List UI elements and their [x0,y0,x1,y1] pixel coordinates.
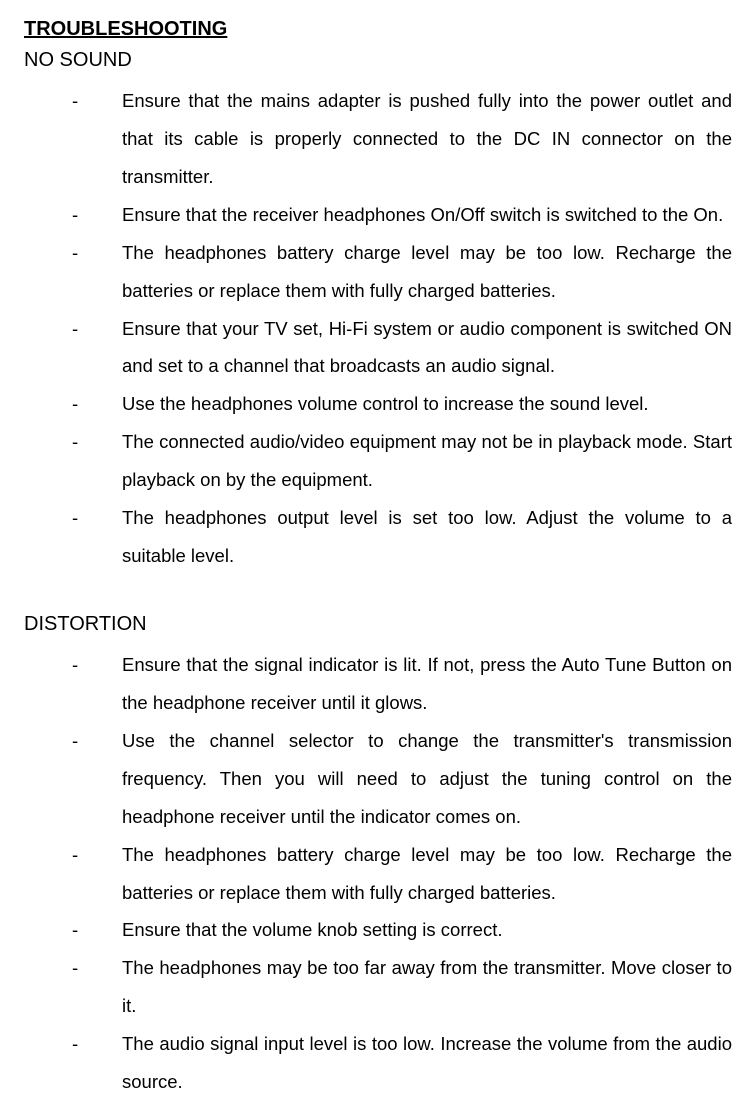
list-item: - The headphones battery charge level ma… [24,836,732,912]
list-item-text: The headphones output level is set too l… [122,499,732,575]
bullet-dash: - [24,646,122,684]
list-item: - The audio signal input level is too lo… [24,1025,732,1101]
list-item-text: The headphones battery charge level may … [122,234,732,310]
list-item-text: Use the channel selector to change the t… [122,722,732,836]
bullet-dash: - [24,385,122,423]
list-item: - The connected audio/video equipment ma… [24,423,732,499]
bullet-dash: - [24,949,122,987]
list-item: - Ensure that your TV set, Hi-Fi system … [24,310,732,386]
list-item: - Use the headphones volume control to i… [24,385,732,423]
list-item: - Ensure that the mains adapter is pushe… [24,82,732,196]
bullet-dash: - [24,836,122,874]
bullet-list-no-sound: - Ensure that the mains adapter is pushe… [24,82,732,575]
section-heading-distortion: DISTORTION [24,613,732,636]
list-item-text: The audio signal input level is too low.… [122,1025,732,1101]
bullet-dash: - [24,499,122,537]
list-item: - Use the channel selector to change the… [24,722,732,836]
list-item-text: The connected audio/video equipment may … [122,423,732,499]
list-item: - The headphones battery charge level ma… [24,234,732,310]
list-item: - Ensure that the signal indicator is li… [24,646,732,722]
bullet-dash: - [24,82,122,120]
bullet-list-distortion: - Ensure that the signal indicator is li… [24,646,732,1101]
list-item-text: The headphones may be too far away from … [122,949,732,1025]
list-item-text: Ensure that the volume knob setting is c… [122,911,732,949]
bullet-dash: - [24,196,122,234]
list-item-text: The headphones battery charge level may … [122,836,732,912]
list-item-text: Ensure that the mains adapter is pushed … [122,82,732,196]
list-item-text: Ensure that the receiver headphones On/O… [122,196,732,234]
list-item: - The headphones may be too far away fro… [24,949,732,1025]
bullet-dash: - [24,423,122,461]
bullet-dash: - [24,234,122,272]
bullet-dash: - [24,722,122,760]
list-item-text: Ensure that the signal indicator is lit.… [122,646,732,722]
bullet-dash: - [24,911,122,949]
section-distortion: DISTORTION - Ensure that the signal indi… [24,613,732,1101]
bullet-dash: - [24,310,122,348]
list-item-text: Use the headphones volume control to inc… [122,385,732,423]
section-no-sound: NO SOUND - Ensure that the mains adapter… [24,49,732,575]
section-heading-no-sound: NO SOUND [24,49,732,72]
list-item: - The headphones output level is set too… [24,499,732,575]
list-item: - Ensure that the receiver headphones On… [24,196,732,234]
list-item: - Ensure that the volume knob setting is… [24,911,732,949]
bullet-dash: - [24,1025,122,1063]
list-item-text: Ensure that your TV set, Hi-Fi system or… [122,310,732,386]
page-title: TROUBLESHOOTING [24,18,732,41]
